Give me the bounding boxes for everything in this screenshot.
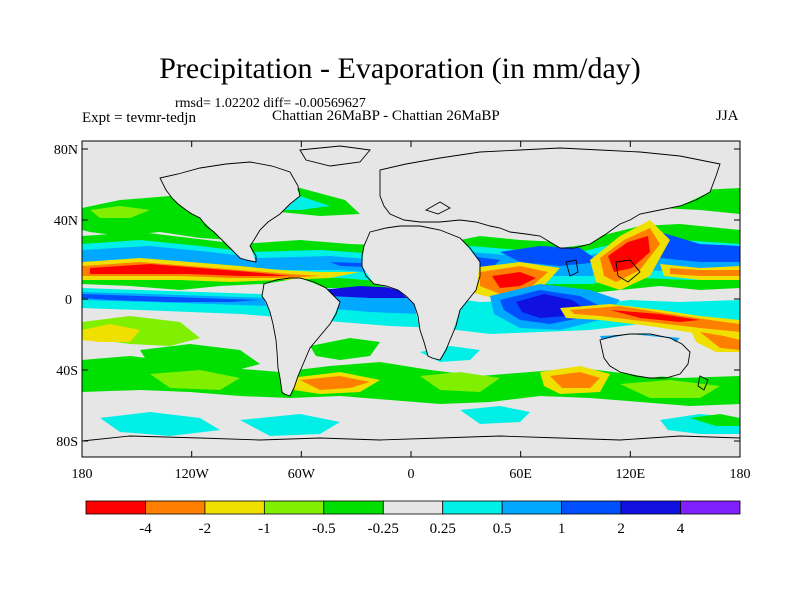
colorbar-swatch-6 — [442, 500, 503, 515]
lat-label-80n: 80N — [54, 143, 78, 158]
lon-label-120e: 120E — [616, 467, 646, 482]
lon-label-60e: 60E — [509, 467, 532, 482]
colorbar-swatch-8 — [561, 500, 622, 515]
lat-label-40s: 40S — [56, 364, 78, 379]
colorbar: -4 -2 -1 -0.5 -0.25 0.25 0.5 1 2 4 — [85, 500, 741, 537]
season-label: JJA — [716, 108, 739, 124]
colorbar-label-9: 4 — [677, 521, 685, 537]
colorbar-label-3: -0.5 — [312, 521, 336, 537]
lon-label-180e: 180 — [730, 467, 751, 482]
colorbar-swatch-1 — [145, 500, 206, 515]
colorbar-label-6: 0.5 — [493, 521, 512, 537]
colorbar-swatch-5 — [382, 500, 444, 515]
lon-tick-marks — [191, 141, 631, 457]
colorbar-label-8: 2 — [617, 521, 625, 537]
lat-label-40n: 40N — [54, 214, 78, 229]
coastlines — [82, 145, 740, 442]
lat-label-0: 0 — [65, 293, 72, 308]
lon-label-60w: 60W — [288, 467, 316, 482]
lat-tick-marks — [82, 148, 740, 442]
lon-label-120w: 120W — [175, 467, 210, 482]
stats-line: rmsd= 1.02202 diff= -0.00569627 — [175, 96, 366, 111]
colorbar-swatch-9 — [620, 500, 681, 515]
case-label: Chattian 26MaBP - Chattian 26MaBP — [272, 108, 500, 124]
colorbar-label-0: -4 — [139, 521, 152, 537]
colorbar-swatch-4 — [323, 500, 384, 515]
lon-label-180w: 180 — [72, 467, 93, 482]
lon-label-0: 0 — [408, 467, 415, 482]
lat-label-80s: 80S — [56, 435, 78, 450]
map-title: Precipitation - Evaporation (in mm/day) — [159, 52, 641, 85]
field-layer — [82, 141, 740, 457]
colorbar-label-4: -0.25 — [368, 521, 399, 537]
colorbar-label-7: 1 — [558, 521, 566, 537]
colorbar-swatch-2 — [204, 500, 265, 515]
experiment-label: Expt = tevmr-tedjn — [82, 110, 196, 126]
colorbar-swatch-10 — [680, 500, 741, 515]
colorbar-swatch-7 — [501, 500, 563, 515]
colorbar-swatch-0 — [85, 500, 146, 515]
colorbar-label-5: 0.25 — [430, 521, 456, 537]
colorbar-swatch-3 — [263, 500, 325, 515]
colorbar-label-1: -2 — [199, 521, 212, 537]
colorbar-label-2: -1 — [258, 521, 271, 537]
